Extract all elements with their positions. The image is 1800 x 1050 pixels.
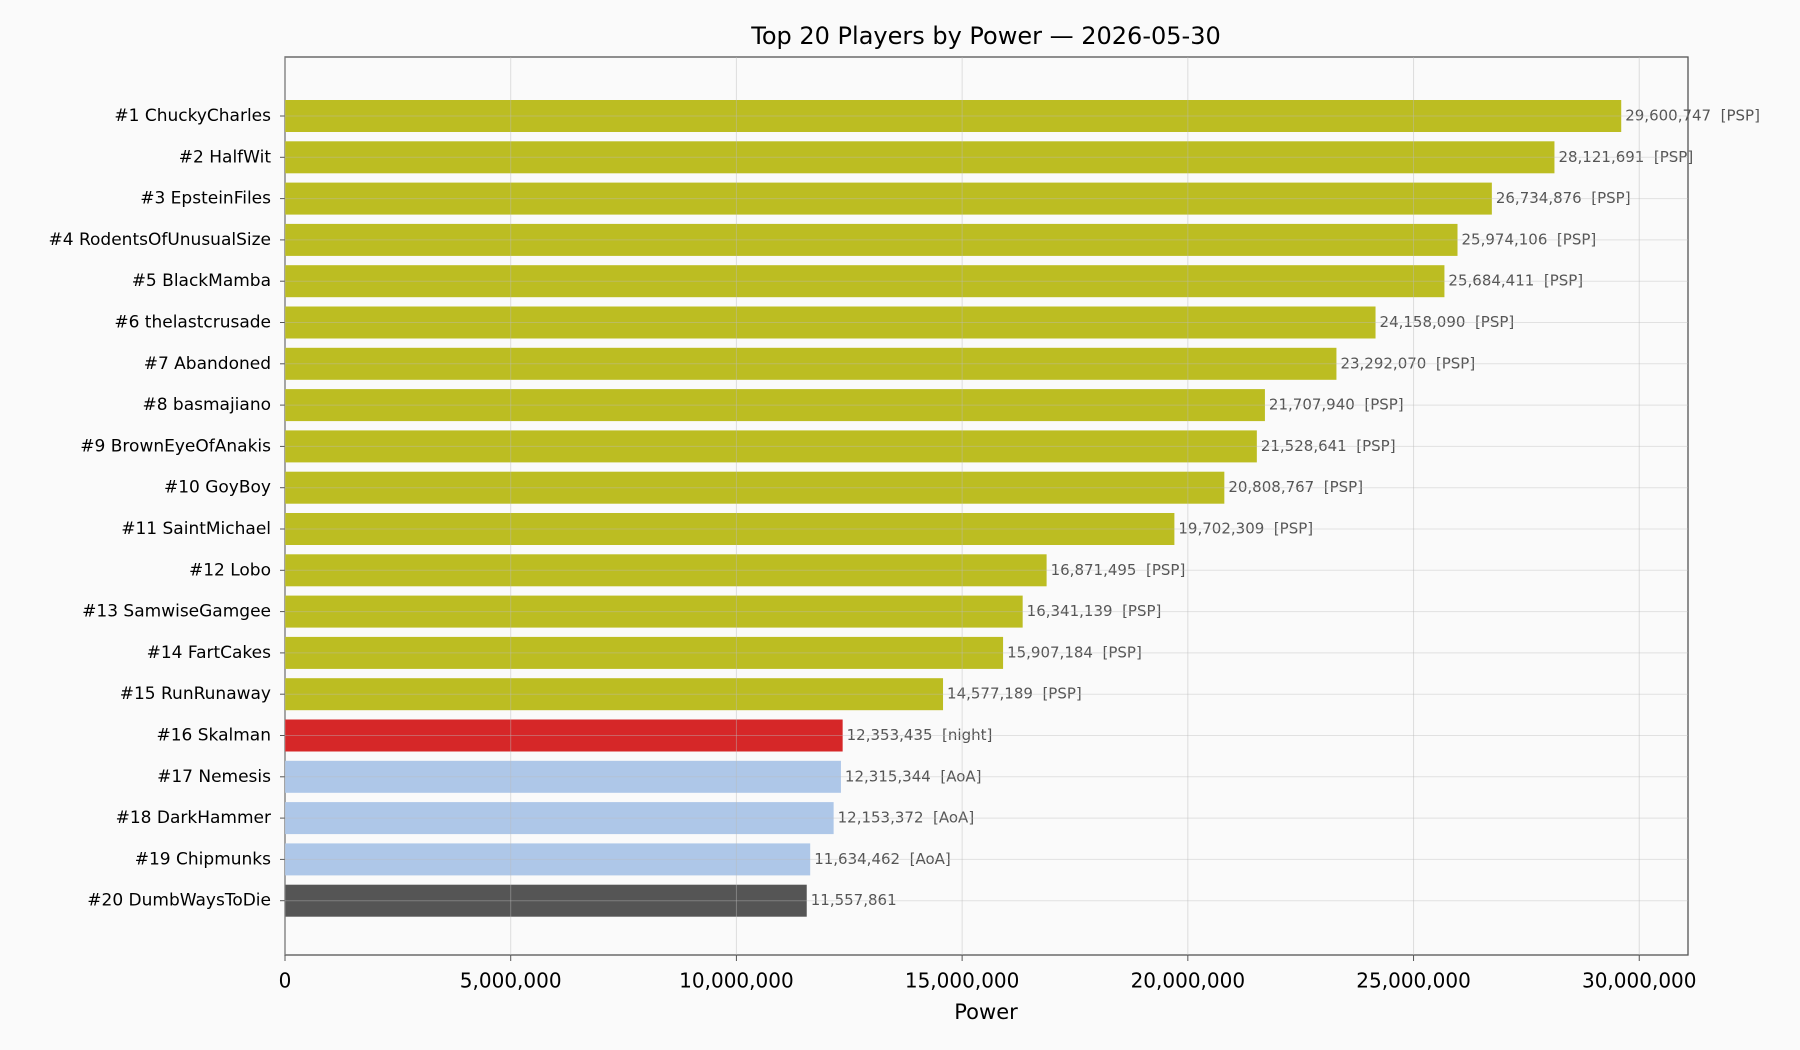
y-tick-label: #8 basmajiano: [142, 395, 271, 415]
y-tick-label: #15 RunRunaway: [120, 684, 271, 704]
x-tick-label: 5,000,000: [460, 969, 562, 993]
y-tick-label: #9 BrownEyeOfAnakis: [80, 436, 271, 456]
x-tick-label: 15,000,000: [905, 969, 1020, 993]
value-label: 15,907,184 [PSP]: [1007, 643, 1142, 661]
y-tick-label: #13 SamwiseGamgee: [82, 602, 271, 622]
bar: [285, 265, 1445, 298]
y-tick-label: #6 thelastcrusade: [114, 313, 271, 333]
bar: [285, 471, 1225, 504]
bar: [285, 636, 1004, 669]
x-tick-label: 10,000,000: [679, 969, 794, 993]
y-tick-label: #5 BlackMamba: [132, 271, 271, 291]
y-tick-label: #11 SaintMichael: [121, 519, 271, 539]
bar: [285, 513, 1175, 545]
value-label: 24,158,090 [PSP]: [1380, 313, 1515, 331]
value-label: 26,734,876 [PSP]: [1496, 189, 1631, 207]
value-label: 25,974,106 [PSP]: [1462, 230, 1597, 248]
y-tick-label: #18 DarkHammer: [116, 808, 271, 828]
y-tick-label: #16 Skalman: [156, 726, 271, 746]
y-tick-label: #12 Lobo: [189, 560, 271, 580]
value-label: 12,153,372 [AoA]: [838, 809, 975, 827]
bar: [285, 678, 944, 711]
value-label: 21,707,940 [PSP]: [1269, 396, 1404, 414]
bar: [285, 719, 843, 752]
plot-frame: [284, 56, 1689, 956]
bar: [285, 389, 1265, 422]
value-label: 14,577,189 [PSP]: [947, 685, 1082, 703]
bar: [285, 595, 1023, 628]
y-tick-label: #17 Nemesis: [157, 767, 271, 787]
x-tick-label: 25,000,000: [1356, 969, 1471, 993]
bar: [285, 843, 811, 876]
bar: [285, 347, 1337, 380]
bar: [285, 760, 841, 793]
bar: [285, 430, 1257, 463]
y-tick-label: #14 FartCakes: [147, 643, 272, 663]
x-tick-label: 0: [279, 969, 292, 993]
bar: [285, 223, 1458, 256]
value-label: 23,292,070 [PSP]: [1340, 354, 1475, 372]
bar: [285, 182, 1492, 215]
y-tick-label: #10 GoyBoy: [164, 478, 271, 498]
y-tick-label: #3 EpsteinFiles: [140, 189, 271, 209]
x-tick-label: 20,000,000: [1131, 969, 1246, 993]
x-axis-label: Power: [954, 1000, 1018, 1024]
y-tick-label: #4 RodentsOfUnusualSize: [49, 230, 272, 250]
bar: [285, 554, 1047, 587]
value-label: 19,702,309 [PSP]: [1178, 520, 1313, 538]
value-label: 12,315,344 [AoA]: [845, 767, 982, 785]
value-label: 16,341,139 [PSP]: [1027, 602, 1162, 620]
chart-title: Top 20 Players by Power — 2026-05-30: [750, 22, 1220, 50]
bar: [285, 306, 1376, 339]
y-tick-label: #19 Chipmunks: [135, 849, 271, 869]
value-label: 12,353,435 [night]: [847, 726, 993, 744]
value-label: 16,871,495 [PSP]: [1051, 561, 1186, 579]
y-tick-label: #1 ChuckyCharles: [114, 106, 271, 126]
bar: [285, 141, 1555, 174]
value-label: 25,684,411 [PSP]: [1448, 272, 1583, 290]
y-tick-label: #7 Abandoned: [144, 354, 271, 374]
value-label: 29,600,747 [PSP]: [1625, 107, 1760, 125]
y-tick-label: #2 HalfWit: [179, 147, 272, 167]
value-label: 11,557,861: [811, 891, 897, 909]
value-label: 11,634,462 [AoA]: [814, 850, 951, 868]
value-label: 20,808,767 [PSP]: [1228, 478, 1363, 496]
bar: [285, 802, 834, 835]
x-tick-label: 30,000,000: [1582, 969, 1697, 993]
value-label: 28,121,691 [PSP]: [1558, 148, 1693, 166]
bar: [285, 100, 1622, 132]
value-label: 21,528,641 [PSP]: [1261, 437, 1396, 455]
y-tick-label: #20 DumbWaysToDie: [87, 891, 271, 911]
bar: [285, 884, 807, 917]
